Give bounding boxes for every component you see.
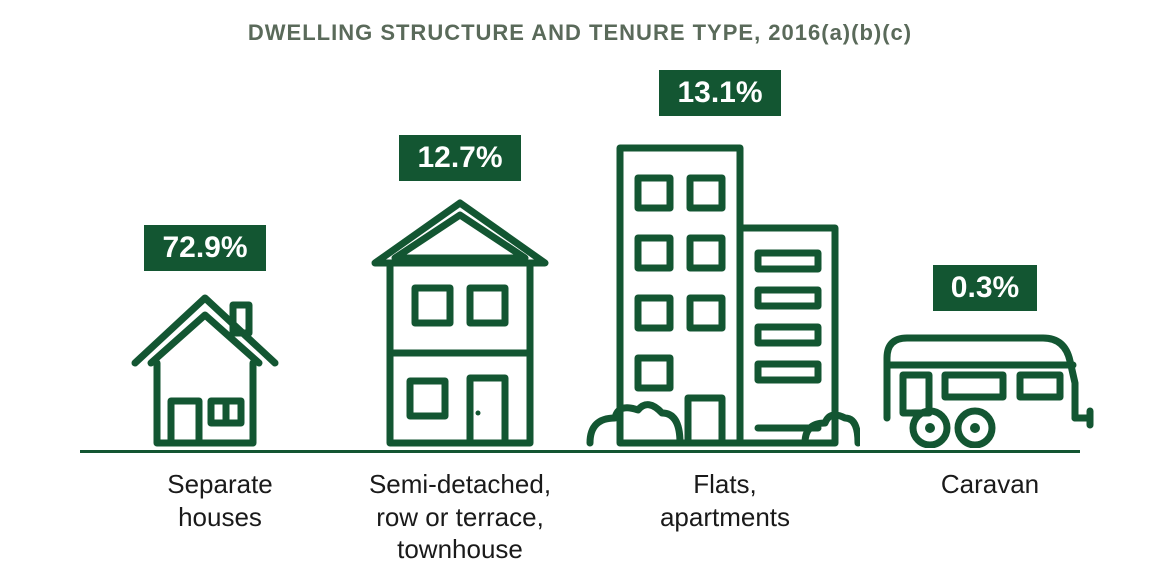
item-separate-house: 72.9% bbox=[130, 225, 280, 448]
badge-semi-detached: 12.7% bbox=[399, 135, 520, 181]
townhouse-icon bbox=[355, 193, 565, 448]
apartment-icon bbox=[580, 128, 860, 448]
label-separate-house: Separate houses bbox=[120, 468, 320, 533]
badge-separate-house: 72.9% bbox=[144, 225, 265, 271]
item-semi-detached: 12.7% bbox=[365, 135, 555, 448]
house-icon bbox=[115, 283, 295, 448]
label-flats: Flats, apartments bbox=[615, 468, 835, 533]
baseline bbox=[80, 450, 1080, 453]
item-flats: 13.1% bbox=[600, 70, 840, 448]
label-caravan: Caravan bbox=[900, 468, 1080, 501]
chart-title: DWELLING STRUCTURE AND TENURE TYPE, 2016… bbox=[0, 20, 1160, 46]
label-semi-detached: Semi-detached, row or terrace, townhouse bbox=[330, 468, 590, 566]
badge-caravan: 0.3% bbox=[933, 265, 1037, 311]
badge-flats: 13.1% bbox=[659, 70, 780, 116]
item-caravan: 0.3% bbox=[885, 265, 1085, 448]
caravan-icon bbox=[875, 323, 1095, 448]
